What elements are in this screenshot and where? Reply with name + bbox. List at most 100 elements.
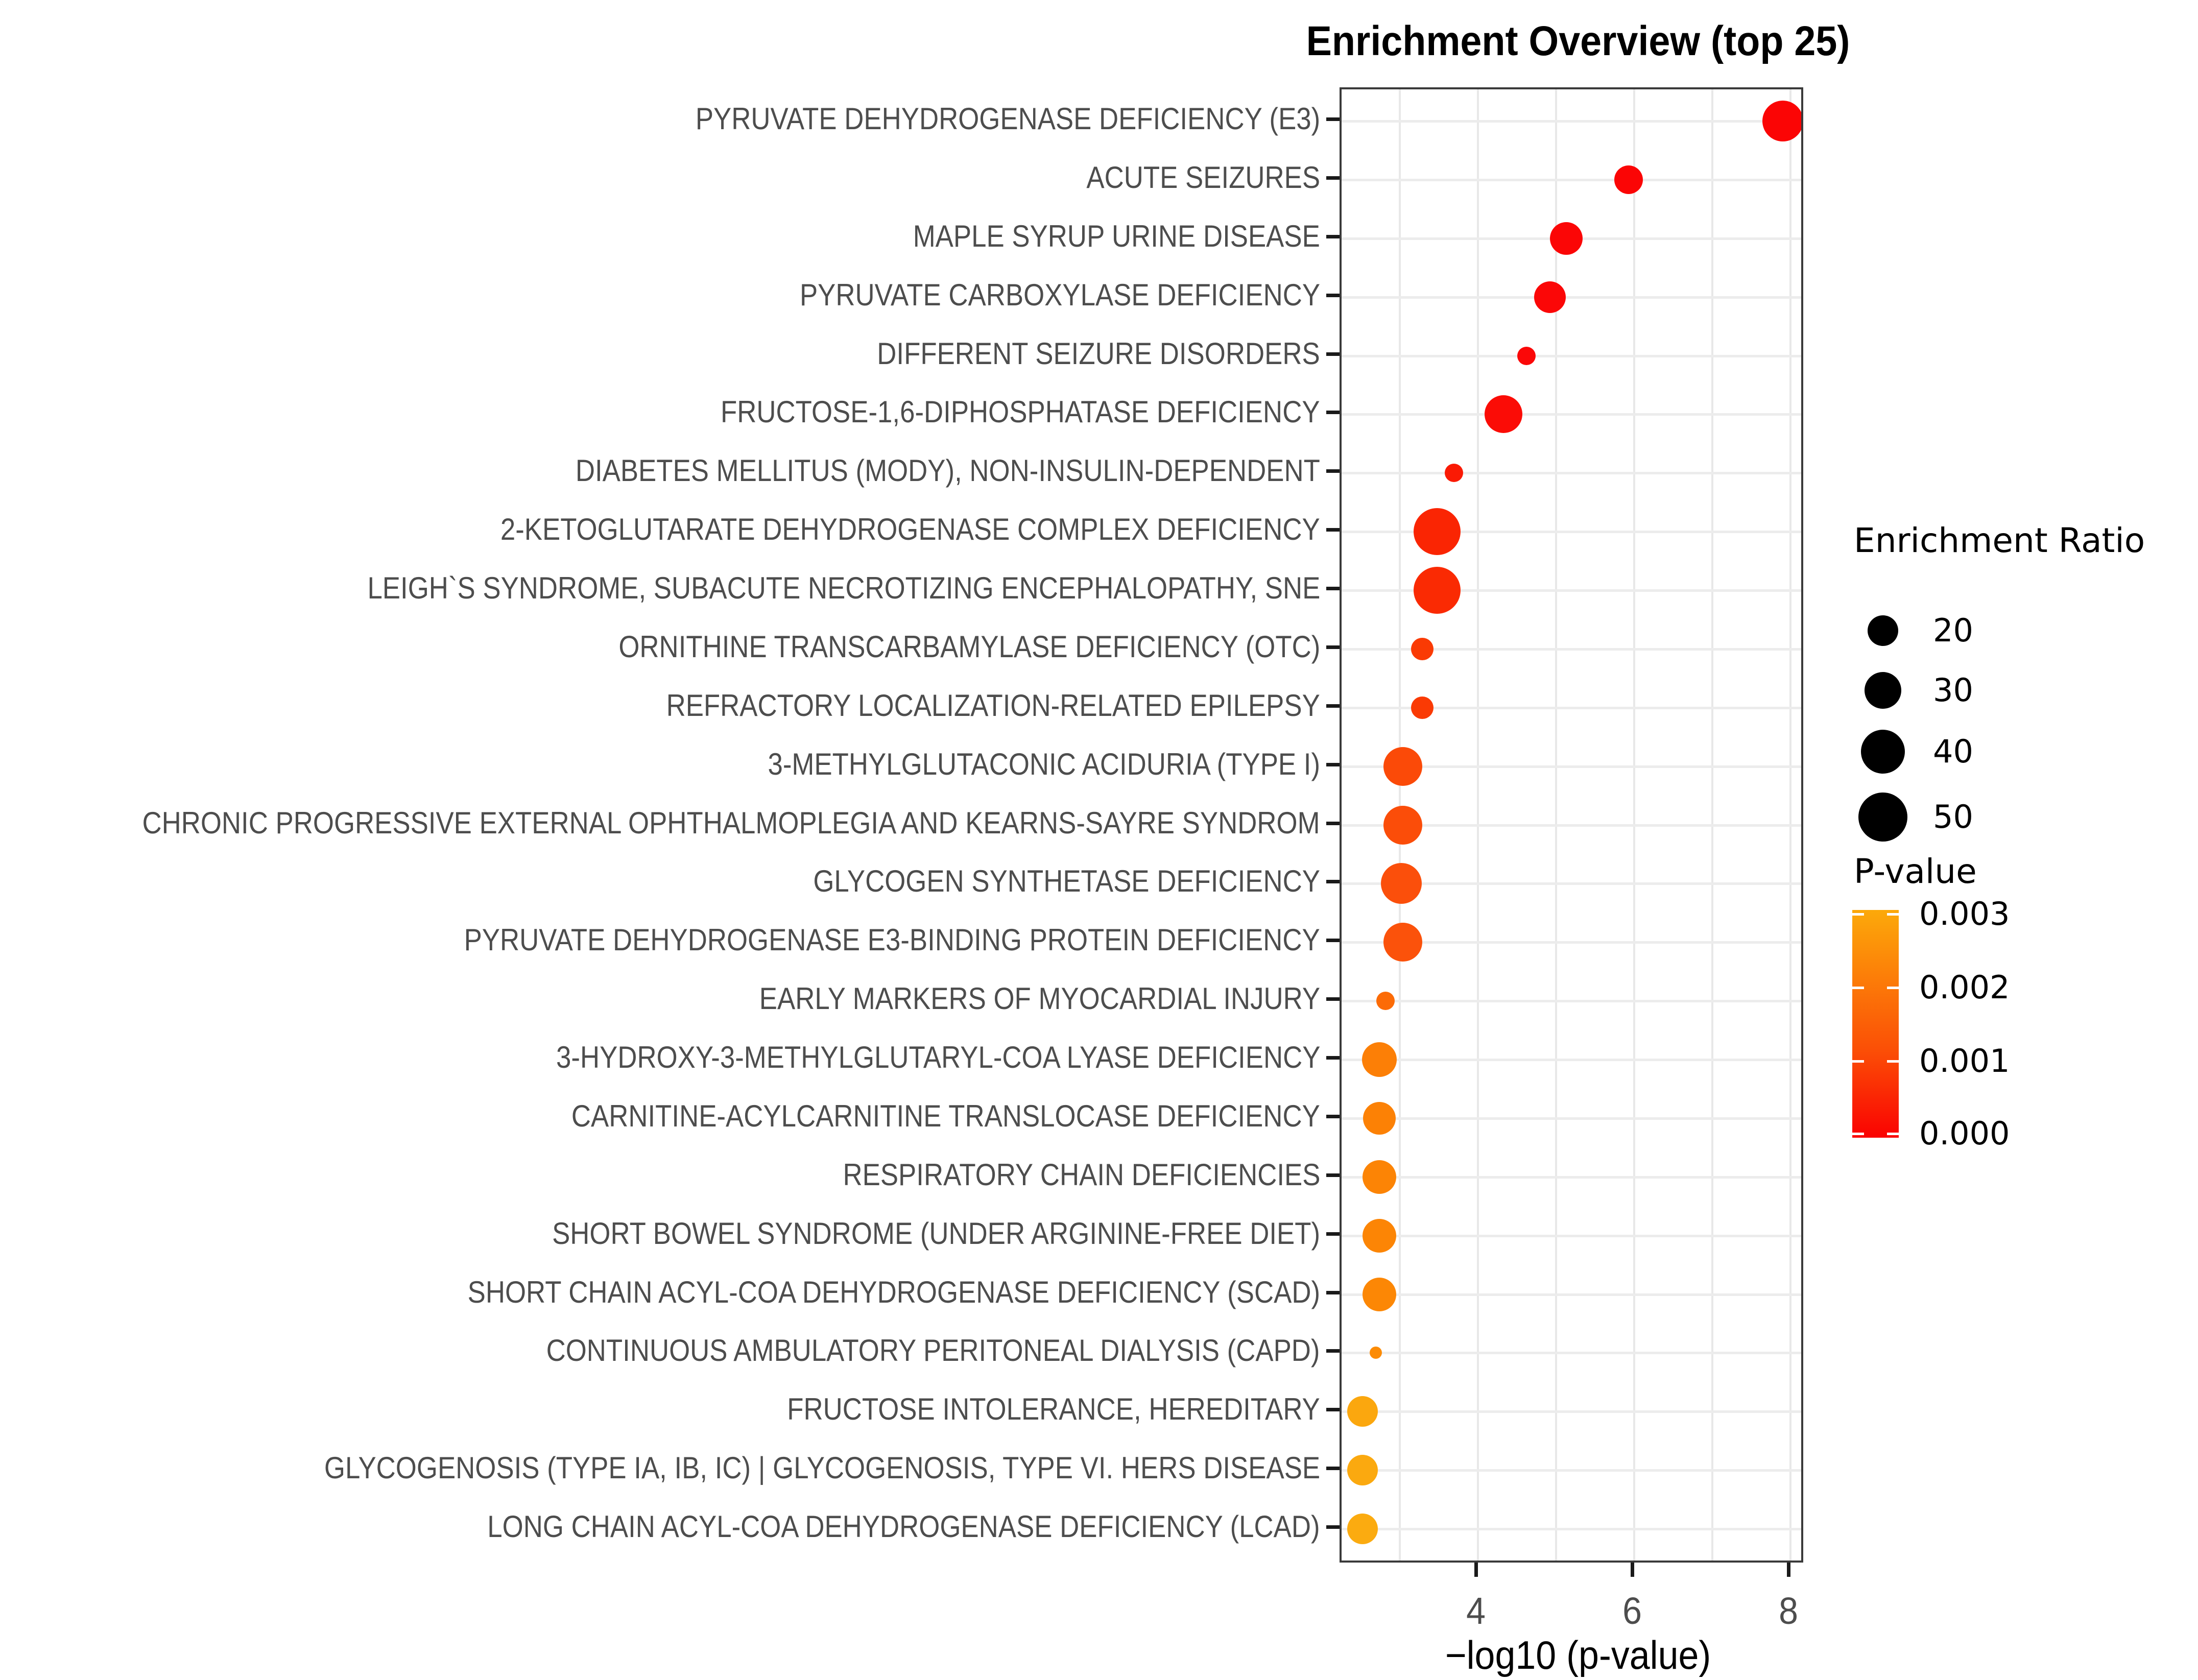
gridline-h	[1342, 1352, 1801, 1355]
gridline-h	[1342, 1175, 1801, 1179]
y-axis-label: REFRACTORY LOCALIZATION-RELATED EPILEPSY	[666, 688, 1320, 723]
size-legend-label: 50	[1933, 798, 1973, 835]
data-point	[1485, 395, 1523, 434]
gridline-h	[1342, 1000, 1801, 1003]
color-legend-tick	[1852, 913, 1864, 916]
x-tick-label: 4	[1466, 1590, 1486, 1632]
y-tick	[1326, 234, 1340, 238]
data-point	[1383, 747, 1423, 786]
y-tick	[1326, 1467, 1340, 1471]
y-tick	[1326, 176, 1340, 180]
gridline-h	[1342, 1117, 1801, 1120]
data-point	[1363, 1101, 1396, 1135]
y-axis-label: SHORT BOWEL SYNDROME (UNDER ARGININE-FRE…	[552, 1216, 1320, 1251]
data-point	[1534, 281, 1566, 313]
gridline-h	[1342, 882, 1801, 885]
y-axis-label: SHORT CHAIN ACYL-COA DEHYDROGENASE DEFIC…	[467, 1275, 1320, 1309]
size-legend-dot	[1868, 615, 1898, 646]
x-tick-label: 6	[1622, 1590, 1642, 1632]
y-axis-label: FRUCTOSE INTOLERANCE, HEREDITARY	[787, 1392, 1320, 1427]
data-point	[1381, 863, 1422, 904]
color-legend-label: 0.002	[1919, 969, 2010, 1006]
y-tick	[1326, 411, 1340, 415]
y-axis-label: GLYCOGENOSIS (TYPE IA, IB, IC) | GLYCOGE…	[324, 1451, 1320, 1485]
gridline-h	[1342, 531, 1801, 534]
y-axis-label: ORNITHINE TRANSCARBAMYLASE DEFICIENCY (O…	[618, 629, 1320, 664]
data-point	[1411, 637, 1434, 660]
data-point	[1347, 1514, 1378, 1544]
data-point	[1383, 923, 1423, 962]
color-legend-tick	[1852, 1060, 1864, 1063]
gridline-h	[1342, 824, 1801, 827]
data-point	[1411, 696, 1434, 719]
y-tick	[1326, 1408, 1340, 1412]
data-point	[1614, 165, 1643, 194]
size-legend-label: 40	[1933, 733, 1973, 770]
gridline-h	[1342, 765, 1801, 768]
data-point	[1414, 567, 1461, 614]
color-legend-label: 0.000	[1919, 1115, 2010, 1152]
y-axis-label: PYRUVATE DEHYDROGENASE E3-BINDING PROTEI…	[464, 923, 1320, 957]
gridline-h	[1342, 472, 1801, 475]
y-tick	[1326, 1525, 1340, 1529]
data-point	[1444, 464, 1463, 483]
y-axis-label: LEIGH`S SYNDROME, SUBACUTE NECROTIZING E…	[367, 571, 1320, 605]
size-legend-dot	[1858, 793, 1907, 842]
y-axis-label: PYRUVATE DEHYDROGENASE DEFICIENCY (E3)	[695, 102, 1320, 136]
gridline-h	[1342, 706, 1801, 709]
y-tick	[1326, 293, 1340, 297]
y-tick	[1326, 117, 1340, 121]
y-axis-label: EARLY MARKERS OF MYOCARDIAL INJURY	[759, 981, 1320, 1016]
y-tick	[1326, 1114, 1340, 1118]
gridline-h	[1342, 178, 1801, 181]
data-point	[1347, 1455, 1378, 1486]
color-legend-tick	[1887, 987, 1899, 989]
y-tick	[1326, 880, 1340, 884]
y-axis-label: LONG CHAIN ACYL-COA DEHYDROGENASE DEFICI…	[487, 1509, 1320, 1544]
data-point	[1376, 992, 1395, 1011]
plot-panel	[1340, 87, 1803, 1563]
data-point	[1414, 508, 1461, 556]
size-legend-label: 30	[1933, 671, 1973, 709]
y-tick	[1326, 939, 1340, 943]
x-tick	[1631, 1563, 1634, 1577]
color-legend-tick	[1887, 1133, 1899, 1135]
gridline-h	[1342, 1469, 1801, 1472]
y-tick	[1326, 469, 1340, 473]
gridline-h	[1342, 647, 1801, 651]
data-point	[1549, 222, 1583, 255]
gridline-h	[1342, 1293, 1801, 1296]
data-point	[1363, 1160, 1397, 1194]
data-point	[1762, 101, 1801, 141]
data-point	[1383, 805, 1423, 845]
gridline-h	[1342, 589, 1801, 592]
gridline-h	[1342, 1410, 1801, 1413]
y-tick	[1326, 645, 1340, 649]
y-axis-label: 2-KETOGLUTARATE DEHYDROGENASE COMPLEX DE…	[500, 512, 1320, 547]
gridline-h	[1342, 1528, 1801, 1530]
y-axis-label: MAPLE SYRUP URINE DISEASE	[913, 219, 1320, 253]
color-legend-tick	[1852, 1133, 1864, 1135]
gridline-h	[1342, 1234, 1801, 1237]
y-axis-label: 3-HYDROXY-3-METHYLGLUTARYL-COA LYASE DEF…	[556, 1040, 1320, 1074]
color-legend-tick	[1887, 1060, 1899, 1063]
y-axis-label: ACUTE SEIZURES	[1086, 160, 1320, 195]
gridline-h	[1342, 120, 1801, 123]
color-legend-gradient-bar	[1852, 910, 1899, 1138]
x-tick	[1787, 1563, 1790, 1577]
y-tick	[1326, 762, 1340, 766]
y-tick	[1326, 821, 1340, 825]
y-tick	[1326, 1290, 1340, 1294]
size-legend-label: 20	[1933, 612, 1973, 649]
data-point	[1363, 1218, 1397, 1253]
y-axis-label: RESPIRATORY CHAIN DEFICIENCIES	[843, 1157, 1320, 1192]
y-tick	[1326, 704, 1340, 708]
y-axis-label: CHRONIC PROGRESSIVE EXTERNAL OPHTHALMOPL…	[142, 805, 1320, 840]
gridline-h	[1342, 354, 1801, 357]
chart-title: Enrichment Overview (top 25)	[1306, 18, 1850, 64]
data-point	[1362, 1042, 1397, 1077]
y-tick	[1326, 1349, 1340, 1353]
x-tick-label: 8	[1779, 1590, 1798, 1632]
y-axis-label: 3-METHYLGLUTACONIC ACIDURIA (TYPE I)	[768, 747, 1320, 781]
y-tick	[1326, 997, 1340, 1001]
